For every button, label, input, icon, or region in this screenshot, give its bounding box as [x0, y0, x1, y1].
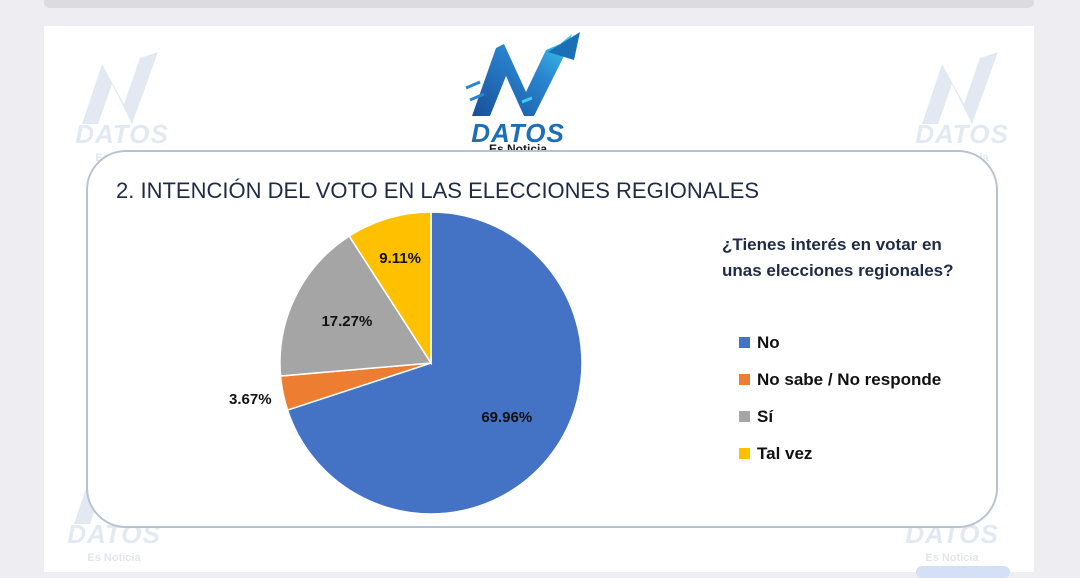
legend-swatch — [739, 374, 750, 385]
scroll-handle[interactable] — [916, 566, 1010, 578]
legend-swatch — [739, 448, 750, 459]
watermark-tagline: Es Noticia — [925, 552, 979, 564]
watermark-brand: DATOS — [75, 119, 169, 149]
legend-item-si: Sí — [739, 398, 941, 435]
watermark-n-icon — [82, 52, 158, 124]
legend-label: No sabe / No responde — [757, 369, 942, 389]
watermark-brand: DATOS — [915, 119, 1009, 149]
legend-label: Tal vez — [757, 443, 813, 463]
watermark-logo: DATOS Es Noticia — [62, 44, 182, 164]
pie-slice-si — [279, 235, 433, 377]
watermark-tagline: Es Noticia — [87, 552, 141, 564]
legend-item-no-sabe: No sabe / No responde — [739, 361, 941, 398]
brand-logo: DATOS Es Noticia — [462, 30, 592, 156]
pie-chart — [279, 211, 583, 515]
watermark-n-icon — [922, 52, 998, 124]
legend-label: Sí — [757, 406, 774, 426]
legend-item-tal-vez: Tal vez — [739, 435, 941, 472]
data-label-no: 69.96% — [481, 409, 533, 427]
chart-title: 2. INTENCIÓN DEL VOTO EN LAS ELECCIONES … — [116, 178, 760, 203]
chart-question: ¿Tienes interés en votar en unas eleccio… — [722, 235, 954, 280]
data-label-tal-vez: 9.11% — [379, 250, 422, 268]
watermark-logo: DATOS Es Noticia — [902, 44, 1022, 164]
legend-item-no: No — [739, 324, 941, 361]
data-label-no-sabe: 3.67% — [229, 391, 272, 409]
legend-swatch — [739, 337, 750, 348]
pie-slice-tal-vez — [348, 211, 432, 366]
top-scroll-edge — [44, 0, 1034, 8]
legend-swatch — [739, 411, 750, 422]
brand-n-arrow-icon — [465, 32, 580, 116]
chart-legend: No No sabe / No responde Sí Tal vez — [739, 324, 941, 472]
data-label-si: 17.27% — [321, 313, 373, 331]
brand-name: DATOS — [471, 118, 565, 148]
legend-label: No — [757, 332, 780, 352]
pie-slice-no — [286, 211, 583, 515]
